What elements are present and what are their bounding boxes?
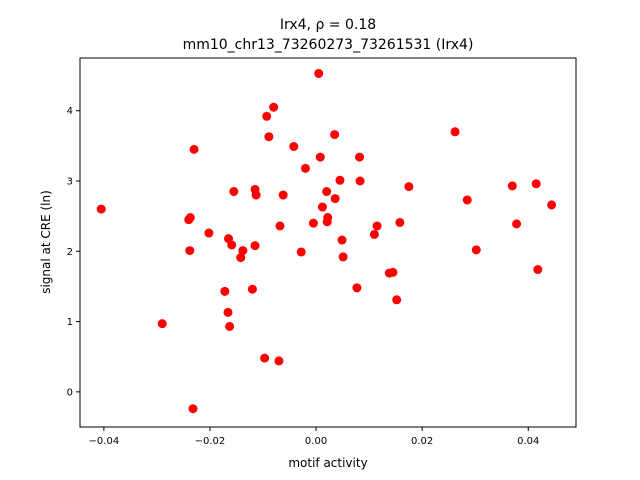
x-tick-label: 0.04: [517, 436, 539, 447]
data-point-9: [220, 286, 230, 296]
data-point-7: [188, 404, 198, 414]
data-point-41: [337, 235, 347, 245]
data-point-22: [264, 132, 274, 142]
data-point-20: [250, 241, 260, 251]
data-point-51: [395, 217, 405, 227]
data-point-24: [269, 102, 279, 112]
x-tick-label: 0.00: [305, 436, 327, 447]
chart-title-line1: Irx4, ρ = 0.18: [280, 17, 376, 33]
data-point-29: [296, 247, 306, 257]
data-point-60: [547, 200, 557, 210]
data-point-14: [229, 187, 239, 197]
data-point-38: [330, 130, 340, 140]
x-axis-ticks: −0.04 −0.02 0.00 0.02 0.04: [89, 427, 539, 447]
data-point-17: [247, 284, 257, 294]
data-point-16: [238, 246, 248, 256]
data-point-43: [352, 283, 362, 293]
y-tick-label: 3: [67, 177, 73, 188]
y-tick-label: 4: [67, 106, 73, 117]
data-point-35: [322, 187, 332, 197]
data-point-54: [462, 195, 472, 205]
data-point-44: [355, 152, 365, 162]
data-point-10: [223, 307, 233, 317]
data-point-6: [189, 144, 199, 154]
chart-title-line2: mm10_chr13_73260273_73261531 (Irx4): [183, 37, 474, 53]
data-point-15: [236, 253, 246, 263]
data-point-53: [450, 127, 460, 137]
data-point-56: [507, 181, 517, 191]
data-point-26: [274, 356, 284, 366]
data-point-13: [227, 240, 237, 250]
data-point-42: [338, 252, 348, 262]
data-point-52: [404, 182, 414, 192]
data-point-55: [471, 245, 481, 255]
x-tick-label: 0.02: [411, 436, 433, 447]
data-point-27: [278, 190, 288, 200]
data-point-4: [185, 213, 195, 223]
y-tick-label: 1: [67, 317, 73, 328]
data-point-8: [204, 228, 214, 238]
data-point-50: [392, 295, 402, 305]
data-point-1: [96, 204, 106, 214]
data-point-58: [531, 179, 541, 189]
data-point-47: [372, 221, 382, 231]
x-axis-label: motif activity: [288, 456, 367, 470]
data-point-34: [317, 202, 327, 212]
data-point-28: [289, 142, 299, 152]
y-axis-label: signal at CRE (ln): [39, 190, 53, 294]
data-point-23: [260, 353, 270, 363]
data-point-12: [225, 321, 235, 331]
data-point-45: [355, 176, 365, 186]
data-point-33: [315, 152, 325, 162]
y-axis-ticks: 0 1 2 3 4: [67, 106, 80, 398]
data-point-59: [533, 265, 543, 275]
data-point-19: [251, 190, 261, 200]
data-point-31: [308, 218, 318, 228]
data-point-2: [157, 319, 167, 329]
plot-frame: [79, 57, 577, 428]
data-point-30: [300, 163, 310, 173]
data-point-32: [314, 68, 324, 78]
data-point-46: [369, 229, 379, 239]
data-point-5: [185, 246, 195, 256]
data-point-49: [388, 267, 398, 277]
data-point-40: [335, 175, 345, 185]
data-point-21: [262, 111, 272, 121]
data-point-25: [275, 221, 285, 231]
data-points: [96, 68, 557, 414]
x-tick-label: −0.04: [89, 436, 120, 447]
data-point-39: [330, 194, 340, 204]
y-tick-label: 0: [67, 387, 73, 398]
data-point-57: [512, 219, 522, 229]
data-point-37: [322, 217, 332, 227]
y-tick-label: 2: [67, 247, 73, 258]
x-tick-label: −0.02: [195, 436, 226, 447]
